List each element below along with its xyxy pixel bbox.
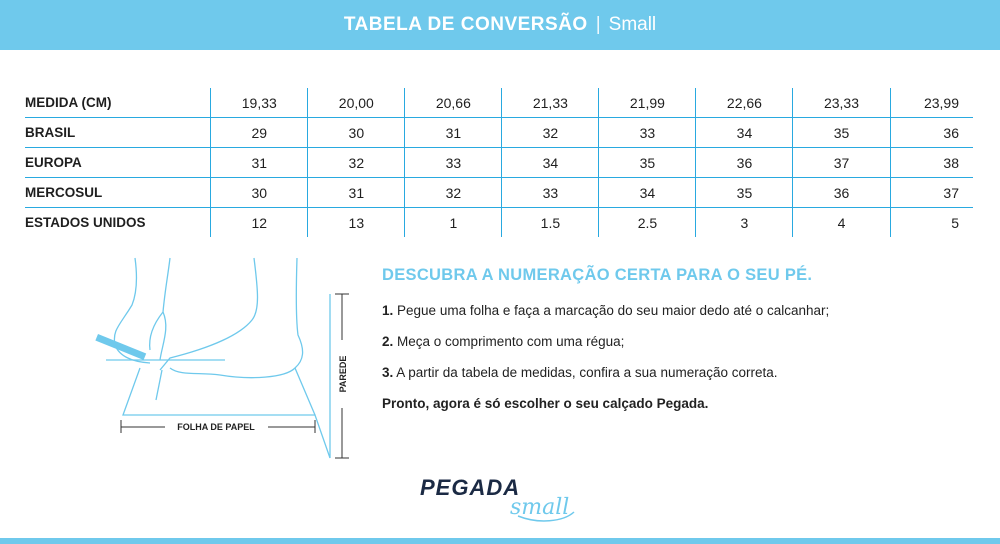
table-cell: 31 [404,117,502,148]
table-cell: 1 [404,207,502,237]
table-cell: 31 [307,177,405,208]
smile-swoosh-icon [517,511,575,522]
header-banner: TABELA DE CONVERSÃO | Small [0,0,1000,50]
logo-brand: PEGADA [420,475,520,500]
wall-label: PAREDE [338,356,348,393]
table-cell: 37 [889,177,973,208]
table-cell: 36 [889,117,973,148]
table-cell: 3 [695,207,793,237]
table-cell: 35 [695,177,793,208]
footer-bar [0,538,1000,544]
table-row: MERCOSUL 30 31 32 33 34 35 36 37 [25,177,973,208]
closing-label: Pronto, agora é só escolher o seu calçad… [382,396,709,411]
table-cell: 32 [501,117,599,148]
table-cell: 34 [598,177,696,208]
step-text: A partir da tabela de medidas, confira a… [396,365,778,380]
table-cell: 38 [889,147,973,178]
table-row: BRASIL 29 30 31 32 33 34 35 36 [25,117,973,148]
logo-sub: small [510,495,569,520]
table-cell: 1.5 [501,207,599,237]
size-conversion-table: MEDIDA (CM) 19,33 20,00 20,66 21,33 21,99 22,6… [25,88,973,237]
table-cell: 33 [598,117,696,148]
instructions-section: DESCUBRA A NUMERAÇÃO CERTA PARA O SEU PÉ… [382,266,982,427]
table-row: MEDIDA (CM) 19,33 20,00 20,66 21,33 21,99 22,6… [25,88,973,118]
pegada-small-logo: PEGADA small [420,475,575,522]
table-cell: 13 [307,207,405,237]
table-cell: 5 [889,207,973,237]
step-number: 2. [382,334,394,349]
pencil-icon [95,334,147,360]
table-cell: 30 [307,117,405,148]
table-cell: 21,33 [501,88,599,118]
row-label: BRASIL [25,117,211,148]
instructions-heading: DESCUBRA A NUMERAÇÃO CERTA PARA O SEU PÉ… [382,266,813,284]
table-cell: 19,33 [210,88,308,118]
table-cell: 21,99 [598,88,696,118]
table-cell: 34 [695,117,793,148]
table-cell: 20,66 [404,88,502,118]
table-cell: 29 [210,117,308,148]
table-cell: 30 [210,177,308,208]
row-label: EUROPA [25,147,211,178]
table-cell: 35 [598,147,696,178]
row-label: MEDIDA (CM) [25,88,211,118]
step-text: Meça o comprimento com uma régua; [397,334,625,349]
paper-label: FOLHA DE PAPEL [177,422,255,432]
table-cell: 36 [695,147,793,178]
table-cell: 36 [792,177,890,208]
row-label: MERCOSUL [25,177,211,208]
page-title: TABELA DE CONVERSÃO [343,14,588,35]
table-cell: 23,33 [792,88,890,118]
step-2: 2. Meça o comprimento com uma régua; [382,334,982,349]
table-cell: 35 [792,117,890,148]
table-cell: 2.5 [598,207,696,237]
table-cell: 23,99 [889,88,973,118]
page-subtitle: Small [608,14,657,35]
table-cell: 37 [792,147,890,178]
step-number: 3. [382,365,394,380]
table-cell: 22,66 [695,88,793,118]
closing-text: Pronto, agora é só escolher o seu calçad… [382,396,982,411]
foot-measuring-illustration: FOLHA DE PAPEL PAREDE [95,257,349,459]
table-row: ESTADOS UNIDOS 12 13 1 1.5 2.5 3 4 5 [25,207,973,237]
table-cell: 33 [404,147,502,178]
step-text: Pegue uma folha e faça a marcação do seu… [397,303,830,318]
table-cell: 32 [307,147,405,178]
table-cell: 4 [792,207,890,237]
table-cell: 33 [501,177,599,208]
table-cell: 31 [210,147,308,178]
table-cell: 20,00 [307,88,405,118]
step-number: 1. [382,303,394,318]
table-cell: 32 [404,177,502,208]
table-cell: 34 [501,147,599,178]
foot-drawing-icon [106,257,331,459]
step-3: 3. A partir da tabela de medidas, confir… [382,365,982,380]
title-separator: | [595,14,601,35]
table-cell: 12 [210,207,308,237]
table-row: EUROPA 31 32 33 34 35 36 37 38 [25,147,973,178]
step-1: 1. Pegue uma folha e faça a marcação do … [382,303,982,318]
row-label: ESTADOS UNIDOS [25,215,146,230]
